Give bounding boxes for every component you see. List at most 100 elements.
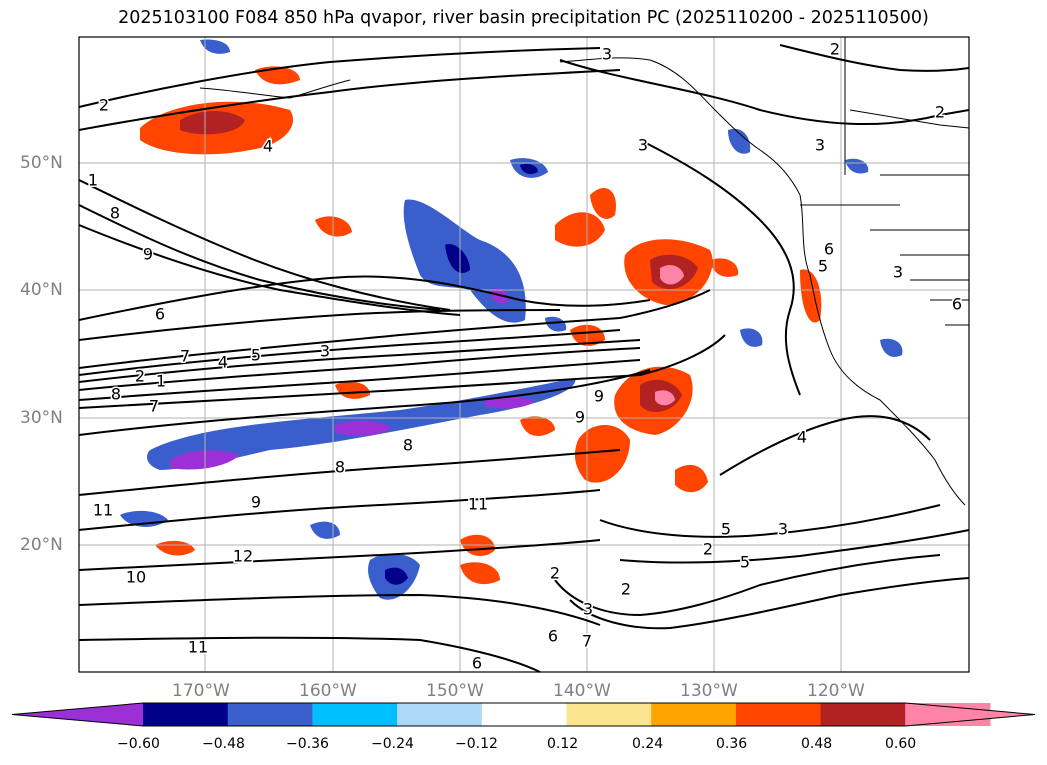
colorbar-segment bbox=[481, 703, 567, 726]
colorbar-tick: −0.48 bbox=[202, 736, 245, 752]
positive-anomaly-alaska-core bbox=[180, 111, 245, 135]
colorbar-segment bbox=[312, 703, 398, 726]
contour-label: 7 bbox=[180, 347, 190, 366]
negative-anomaly-small2 bbox=[200, 39, 230, 54]
contour-label: 4 bbox=[797, 428, 807, 447]
colorbar-tick: −0.12 bbox=[455, 736, 498, 752]
lat-label-40n: 40°N bbox=[20, 280, 63, 300]
colorbar-extend-min bbox=[12, 703, 143, 726]
contour-label: 3 bbox=[602, 45, 612, 64]
contour-label: 11 bbox=[468, 495, 488, 514]
colorbar-outline bbox=[11, 702, 1036, 727]
colorbar-tick: −0.36 bbox=[286, 736, 329, 752]
lon-label-140w: 140°W bbox=[553, 681, 611, 701]
shading-layer bbox=[120, 39, 903, 600]
positive-anomaly-subtropics2 bbox=[460, 562, 500, 585]
contour-label: 2 bbox=[99, 96, 109, 115]
contour-label: 6 bbox=[824, 240, 834, 259]
colorbar-tick: 0.36 bbox=[716, 736, 748, 752]
negative-anomaly-band-purple3 bbox=[485, 396, 535, 409]
contour-label: 7 bbox=[149, 397, 159, 416]
lon-label-170w: 170°W bbox=[172, 681, 230, 701]
contour-label: 3 bbox=[638, 136, 648, 155]
contour-label: 9 bbox=[594, 387, 604, 406]
map-title: 2025103100 F084 850 hPa qvapor, river ba… bbox=[118, 8, 929, 28]
contour-label: 8 bbox=[111, 385, 121, 404]
lat-label-20n: 20°N bbox=[20, 535, 63, 555]
contour-label: 9 bbox=[143, 245, 153, 264]
lat-label-50n: 50°N bbox=[20, 153, 63, 173]
colorbar-tick: 0.48 bbox=[801, 736, 833, 752]
colorbar-tick: −0.60 bbox=[117, 736, 160, 752]
contours bbox=[78, 44, 970, 673]
negative-anomaly-small3 bbox=[740, 328, 763, 347]
colorbar-segment bbox=[143, 703, 229, 726]
contour-label: 12 bbox=[233, 547, 253, 566]
contour-label: 6 bbox=[472, 654, 482, 673]
contour-label: 3 bbox=[583, 600, 593, 619]
contour-label: 6 bbox=[952, 295, 962, 314]
contour-label: 3 bbox=[778, 520, 788, 539]
contour-label: 4 bbox=[263, 137, 273, 156]
positive-anomaly-small2 bbox=[335, 381, 370, 399]
contour-label: 2 bbox=[135, 367, 145, 386]
contour-label: 6 bbox=[155, 305, 165, 324]
contour-label: 2 bbox=[830, 40, 840, 59]
contour-label: 6 bbox=[548, 627, 558, 646]
coastlines bbox=[199, 37, 970, 506]
negative-anomaly-north-core bbox=[445, 244, 470, 273]
contour-label: 3 bbox=[320, 342, 330, 361]
colorbar-tick: 0.60 bbox=[885, 736, 917, 752]
contour-label: 2 bbox=[703, 540, 713, 559]
contour-label: 2 bbox=[621, 580, 631, 599]
contour-label: 8 bbox=[110, 204, 120, 223]
positive-anomaly-central-peak bbox=[655, 390, 675, 406]
negative-anomaly-coast1 bbox=[728, 128, 751, 154]
colorbar-tick: 0.12 bbox=[547, 736, 579, 752]
colorbar-segment bbox=[227, 703, 313, 726]
positive-anomaly-east bbox=[675, 464, 708, 493]
colorbar-extend-max bbox=[905, 703, 1035, 726]
contour-label: 11 bbox=[188, 638, 208, 657]
contour-label: 9 bbox=[575, 408, 585, 427]
positive-anomaly-upper2 bbox=[590, 187, 616, 219]
negative-anomaly-small4 bbox=[845, 158, 869, 174]
lon-label-150w: 150°W bbox=[426, 681, 484, 701]
contour-label: 5 bbox=[721, 520, 731, 539]
colorbar-segment bbox=[566, 703, 652, 726]
lon-label-130w: 130°W bbox=[680, 681, 738, 701]
colorbar bbox=[11, 702, 1036, 727]
contour-label: 5 bbox=[818, 257, 828, 276]
negative-anomaly-hawaii-core bbox=[385, 567, 408, 585]
contour-label: 2 bbox=[550, 564, 560, 583]
colorbar-segment bbox=[820, 703, 906, 726]
contour-label: 2 bbox=[935, 103, 945, 122]
contour-label: 1 bbox=[156, 372, 166, 391]
contour-label: 4 bbox=[218, 353, 228, 372]
contour-label: 10 bbox=[126, 568, 146, 587]
positive-anomaly-coast bbox=[800, 269, 822, 323]
contour-label: 11 bbox=[93, 501, 113, 520]
colorbar-segment bbox=[651, 703, 737, 726]
gridlines bbox=[79, 37, 969, 672]
colorbar-tick: 0.24 bbox=[632, 736, 664, 752]
contour-label: 8 bbox=[403, 436, 413, 455]
contour-label: 5 bbox=[740, 553, 750, 572]
colorbar-tick: −0.24 bbox=[371, 736, 414, 752]
negative-anomaly-small6 bbox=[880, 338, 903, 357]
positive-anomaly-small6 bbox=[710, 258, 739, 277]
contour-label: 5 bbox=[251, 346, 261, 365]
positive-anomaly-ne-peak bbox=[660, 265, 684, 285]
contour-label: 3 bbox=[893, 263, 903, 282]
lon-label-160w: 160°W bbox=[299, 681, 357, 701]
colorbar-segment bbox=[735, 703, 822, 726]
contour-label: 3 bbox=[815, 136, 825, 155]
negative-anomaly-gulf-core bbox=[520, 163, 538, 174]
positive-anomaly-upper bbox=[555, 212, 605, 247]
lat-label-30n: 30°N bbox=[20, 408, 63, 428]
contour-label: 8 bbox=[335, 458, 345, 477]
positive-anomaly-small5 bbox=[520, 416, 555, 436]
contour-label: 1 bbox=[88, 171, 98, 190]
contour-label: 9 bbox=[251, 493, 261, 512]
